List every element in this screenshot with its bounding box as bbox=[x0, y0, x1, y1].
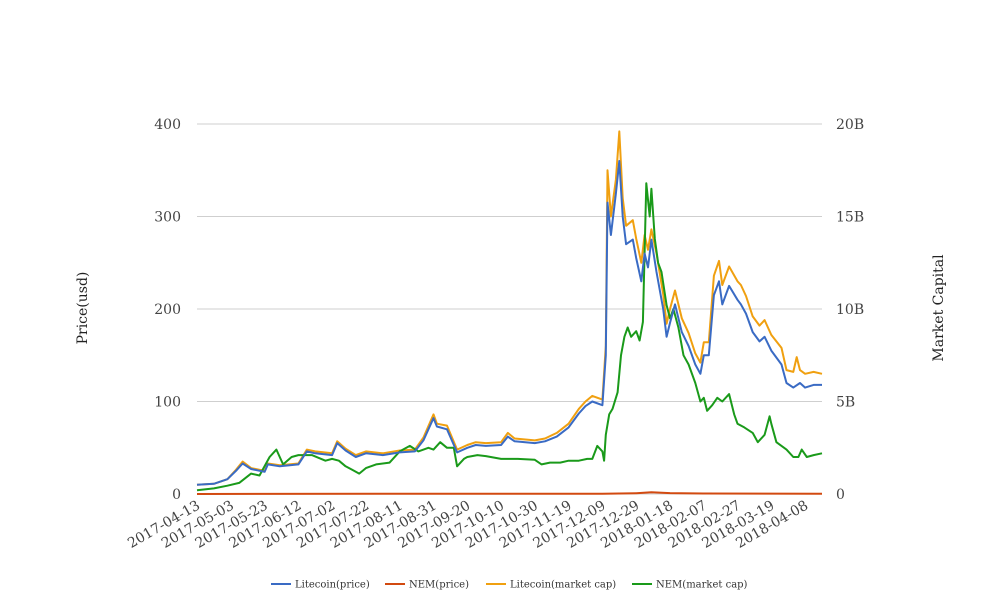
series-lines bbox=[196, 130, 823, 495]
legend-label: Litecoin(price) bbox=[295, 580, 370, 591]
x-axis-ticks: 2017-04-132017-05-032017-05-232017-06-12… bbox=[125, 498, 811, 552]
legend-label: NEM(market cap) bbox=[656, 580, 748, 591]
left-y-tick-label: 100 bbox=[154, 395, 181, 411]
legend-label: Litecoin(market cap) bbox=[510, 580, 616, 591]
series-line-litecoin-price bbox=[196, 160, 822, 486]
left-y-tick-label: 300 bbox=[154, 210, 181, 226]
right-y-tick-label: 5B bbox=[836, 395, 855, 411]
left-y-tick-label: 400 bbox=[154, 117, 181, 133]
left-y-tick-label: 0 bbox=[172, 487, 181, 503]
right-y-axis-title: Market Capital bbox=[931, 254, 947, 362]
series-line-nem-market-cap bbox=[196, 182, 823, 492]
series-line-litecoin-market-cap bbox=[196, 130, 823, 486]
right-y-axis-ticks: 0 5B 10B 15B 20B bbox=[836, 117, 864, 503]
right-y-tick-label: 15B bbox=[836, 210, 864, 226]
right-y-tick-label: 10B bbox=[836, 302, 864, 318]
right-y-tick-label: 20B bbox=[836, 117, 864, 133]
legend-label: NEM(price) bbox=[409, 580, 469, 591]
series-line-nem-price bbox=[196, 491, 823, 495]
left-y-tick-label: 200 bbox=[154, 302, 181, 318]
legend: Litecoin(price) NEM(price) Litecoin(market… bbox=[271, 580, 748, 591]
left-y-axis-title: Price(usd) bbox=[75, 272, 91, 345]
right-y-tick-label: 0 bbox=[836, 487, 845, 503]
left-y-axis-ticks: 0 100 200 300 400 bbox=[154, 117, 181, 503]
